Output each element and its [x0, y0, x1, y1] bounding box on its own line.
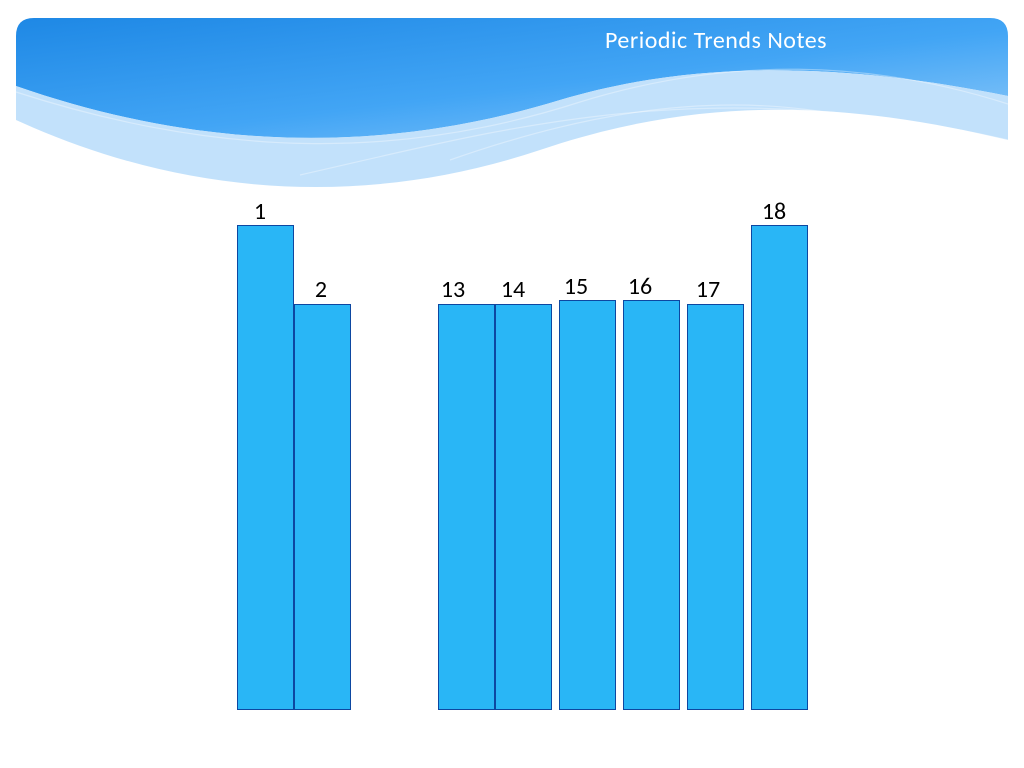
group-bar-13	[438, 304, 495, 710]
group-bar-1	[237, 225, 294, 710]
group-bar-17	[687, 304, 744, 710]
group-bar-16	[623, 300, 680, 710]
group-bar-15	[559, 300, 616, 710]
group-bar-14	[495, 304, 552, 710]
periodic-groups-chart: 1 2 13141516 17 18	[0, 0, 1024, 768]
group-label-16: 16	[610, 272, 670, 301]
group-label-18: 18	[744, 197, 804, 226]
group-label-1: 1	[230, 197, 290, 226]
group-label-17: 17	[678, 275, 738, 304]
group-bar-2	[294, 304, 351, 710]
group-label-13: 13	[423, 275, 483, 304]
group-label-2: 2	[291, 275, 351, 304]
group-label-14: 14	[483, 275, 543, 304]
group-label-15: 15	[546, 272, 606, 301]
group-bar-18	[751, 225, 808, 710]
